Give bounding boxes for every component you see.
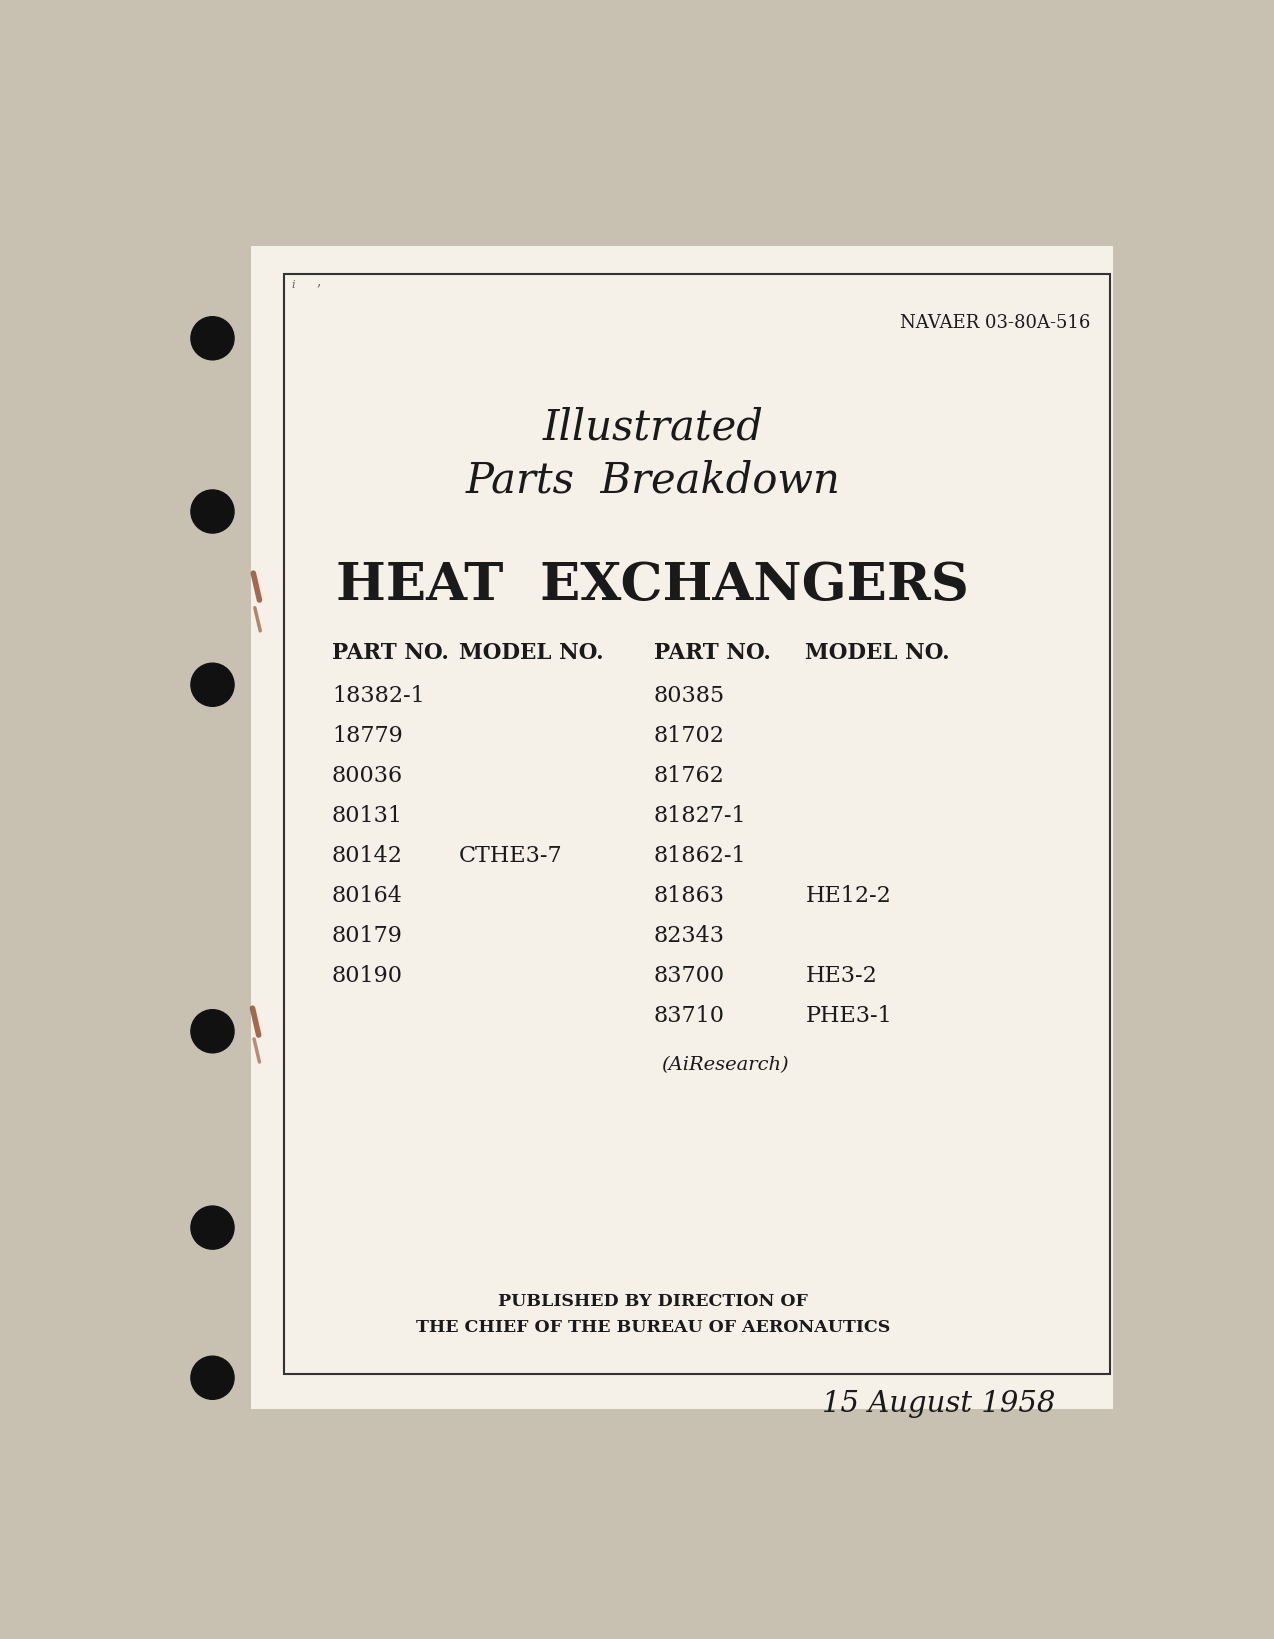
Circle shape <box>191 1206 234 1249</box>
Text: 81702: 81702 <box>654 724 725 746</box>
Text: 80036: 80036 <box>331 764 403 787</box>
Circle shape <box>191 318 234 361</box>
Bar <box>251 247 1113 1408</box>
Text: Parts  Breakdown: Parts Breakdown <box>465 459 841 502</box>
Text: PUBLISHED BY DIRECTION OF: PUBLISHED BY DIRECTION OF <box>498 1293 808 1310</box>
Text: 83710: 83710 <box>654 1005 725 1026</box>
Text: 80142: 80142 <box>331 844 403 867</box>
Text: 80190: 80190 <box>331 964 403 987</box>
Text: MODEL NO.: MODEL NO. <box>805 641 950 664</box>
Text: 81862-1: 81862-1 <box>654 844 747 867</box>
Text: CTHE3-7: CTHE3-7 <box>459 844 563 867</box>
Text: 80131: 80131 <box>331 805 403 826</box>
Text: i: i <box>292 280 296 290</box>
Text: 81762: 81762 <box>654 764 725 787</box>
Circle shape <box>191 490 234 534</box>
Text: 18779: 18779 <box>331 724 403 746</box>
Text: MODEL NO.: MODEL NO. <box>459 641 604 664</box>
Text: 83700: 83700 <box>654 964 725 987</box>
Circle shape <box>191 664 234 706</box>
Text: 80164: 80164 <box>331 885 403 906</box>
Circle shape <box>191 1010 234 1054</box>
Circle shape <box>191 1357 234 1400</box>
Text: PART NO.: PART NO. <box>331 641 448 664</box>
Text: PHE3-1: PHE3-1 <box>805 1005 892 1026</box>
Text: 80179: 80179 <box>331 924 403 946</box>
Text: 81827-1: 81827-1 <box>654 805 747 826</box>
Text: 82343: 82343 <box>654 924 725 946</box>
Text: ,: , <box>316 274 321 288</box>
Text: HEAT  EXCHANGERS: HEAT EXCHANGERS <box>336 561 970 611</box>
Text: (AiResearch): (AiResearch) <box>661 1056 789 1074</box>
Text: 81863: 81863 <box>654 885 725 906</box>
Bar <box>284 275 1110 1373</box>
Text: PART NO.: PART NO. <box>654 641 771 664</box>
Text: 80385: 80385 <box>654 685 725 706</box>
Text: NAVAER 03-80A-516: NAVAER 03-80A-516 <box>899 313 1091 331</box>
Text: 15 August 1958: 15 August 1958 <box>822 1390 1056 1418</box>
Text: 18382-1: 18382-1 <box>331 685 424 706</box>
Text: HE12-2: HE12-2 <box>805 885 891 906</box>
Text: Illustrated: Illustrated <box>543 406 763 449</box>
Text: HE3-2: HE3-2 <box>805 964 877 987</box>
Text: THE CHIEF OF THE BUREAU OF AERONAUTICS: THE CHIEF OF THE BUREAU OF AERONAUTICS <box>415 1318 891 1334</box>
